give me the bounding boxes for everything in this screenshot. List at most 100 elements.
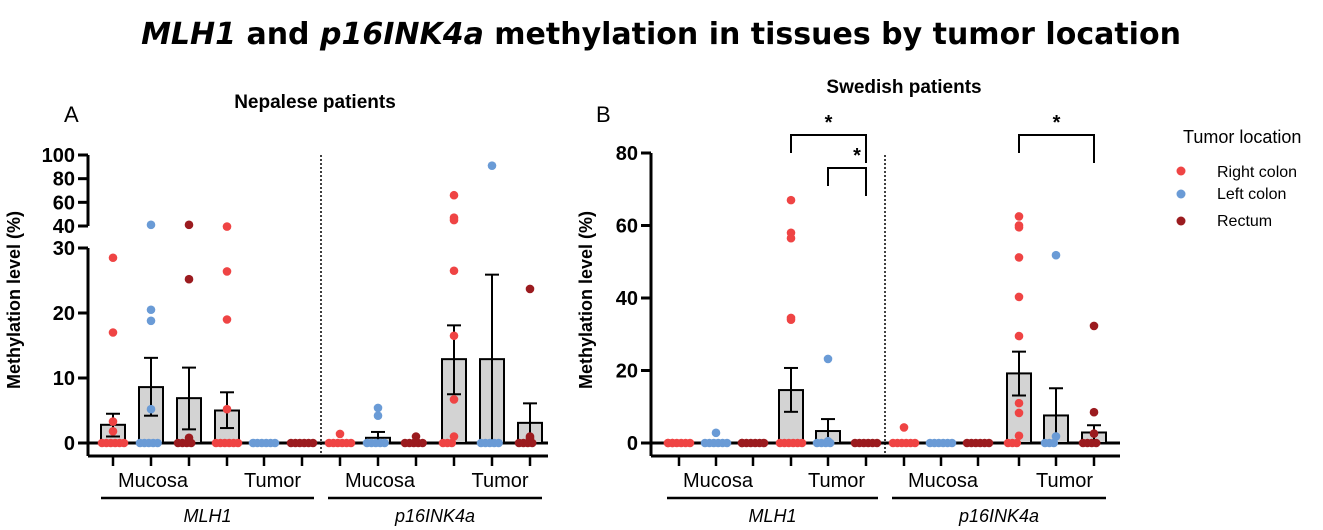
legend: Tumor location Right colon Left colon Re… <box>1176 127 1301 230</box>
panel-b-tissue-label: Tumor <box>808 470 865 492</box>
panel-a-y-tick-label: 80 <box>53 169 75 191</box>
panel-a-data-point <box>108 253 118 263</box>
panel-b-data-point <box>947 438 957 448</box>
panel-a-data-point <box>449 190 459 200</box>
panel-b-data-point <box>1012 438 1022 448</box>
panel-a-data-point <box>335 429 345 439</box>
panel-a-data-point <box>525 284 535 294</box>
panel-a-data-point <box>184 220 194 230</box>
title-gene-1: MLH1 <box>141 17 236 52</box>
panel-a-y-tick-label: 0 <box>64 433 75 455</box>
panel-a-data-point <box>108 427 118 436</box>
panel-a-data-point <box>222 404 232 414</box>
panel-a-data-point <box>146 305 156 315</box>
panel-a-data-point <box>233 438 243 448</box>
panel-a-data-point <box>308 438 318 448</box>
panel-b-data-point <box>984 438 994 448</box>
legend-title: Tumor location <box>1183 127 1301 147</box>
panel-a-data-point <box>447 438 457 448</box>
panel-a-data-point <box>222 315 232 324</box>
legend-marker-right-colon <box>1176 166 1186 176</box>
panel-a-gene-label: p16INK4a <box>394 506 475 526</box>
panel-b-y-tick-label: 60 <box>616 216 638 238</box>
panel-a-data-point <box>270 438 280 448</box>
legend-marker-rectum <box>1176 216 1186 226</box>
panel-a-data-point <box>494 438 503 448</box>
panel-b-data-point <box>786 195 796 205</box>
panel-a-tissue-label: Tumor <box>471 470 528 492</box>
panel-a-data-point <box>222 222 232 231</box>
legend-label-right-colon: Right colon <box>1217 164 1297 181</box>
panel-a-data-point <box>108 328 118 337</box>
panel-b-data-point <box>786 233 796 243</box>
panel-b-data-point <box>1014 253 1024 262</box>
panel-b-data-point <box>668 438 677 448</box>
panel-a-data-point <box>373 411 383 421</box>
panel-a-data-point <box>380 438 389 448</box>
panel-a-data-point <box>119 438 129 448</box>
panel-a-y-tick-label: 40 <box>53 216 75 238</box>
panel-b-data-point <box>1049 438 1059 448</box>
figure-title: MLH1 and p16INK4a methylation in tissues… <box>141 17 1181 52</box>
panel-a-data-point <box>449 331 459 341</box>
panel-a-y-tick-label: 30 <box>53 238 75 260</box>
legend-marker-left-colon <box>1176 189 1186 199</box>
panel-a-label: A <box>64 102 79 127</box>
panel-a-data-point <box>449 432 459 441</box>
panel-a-data-point <box>146 404 156 414</box>
legend-label-rectum: Rectum <box>1217 213 1272 230</box>
panel-b-data-point <box>825 438 835 448</box>
panel-a-y-tick-label: 100 <box>42 145 75 167</box>
panel-a-data-point <box>146 316 156 326</box>
panel-b-data-point <box>1014 212 1024 221</box>
panel-b-data-point <box>1014 431 1024 441</box>
panel-a-tissue-label: Mucosa <box>345 470 416 492</box>
panel-a-data-point <box>346 438 356 448</box>
panel-b-significance-bracket <box>790 134 867 163</box>
panel-b-data-point <box>1051 250 1061 260</box>
panel-b-data-point <box>1014 223 1024 232</box>
panel-a-data-point <box>527 438 537 448</box>
panel-b-data-point <box>1091 438 1101 448</box>
panel-b-gene-label: MLH1 <box>748 506 796 526</box>
title-text-2: methylation in tissues by tumor location <box>484 17 1181 52</box>
panel-b-data-point <box>786 315 796 325</box>
panel-b-significance-star: * <box>853 145 861 167</box>
panel-b-data-point <box>1089 321 1099 331</box>
panel-a-data-point <box>449 215 459 225</box>
panel-a-data-point <box>449 266 459 276</box>
panel-b-significance-star: * <box>1053 112 1061 134</box>
panel-b-y-tick-label: 0 <box>627 433 638 455</box>
panel-a-data-point <box>184 274 194 284</box>
panel-a-data-point <box>418 438 427 448</box>
title-text-1: and <box>236 17 320 52</box>
panel-b-tissue-label: Mucosa <box>683 470 754 492</box>
title-gene-2: p16INK4a <box>319 17 484 52</box>
panel-b-y-tick-label: 20 <box>616 361 638 383</box>
panel-b-data-point <box>711 428 721 438</box>
panel-b-data-point <box>1014 292 1024 302</box>
legend-label-left-colon: Left colon <box>1217 186 1286 203</box>
panel-a-data-point <box>186 438 196 448</box>
panel-b-gene-label: p16INK4a <box>958 506 1039 526</box>
panel-a-data-point <box>222 267 232 276</box>
panel-b-y-tick-label: 40 <box>616 288 638 310</box>
panel-a-title: Nepalese patients <box>234 92 396 113</box>
panel-a-y-tick-label: 20 <box>53 303 75 325</box>
panel-a-data-point <box>487 161 497 170</box>
panel-a-y-tick-label: 60 <box>53 192 75 214</box>
panel-b-data-point <box>797 438 807 448</box>
panel-b-data-point <box>1014 408 1024 418</box>
panel-a-tissue-label: Mucosa <box>118 470 189 492</box>
panel-b-data-point <box>1089 407 1099 417</box>
panel-b-data-point <box>872 438 882 448</box>
panel-b-data-point <box>759 438 769 448</box>
panel-b-data-point <box>685 438 695 448</box>
panel-a-data-point <box>153 438 162 448</box>
panel-a-ylabel: Methylation level (%) <box>4 211 24 389</box>
panel-b-data-point <box>722 438 732 448</box>
panel-b-significance-bracket <box>827 167 867 196</box>
panel-b-data-point <box>823 354 833 364</box>
panel-a-data-point <box>146 220 156 230</box>
